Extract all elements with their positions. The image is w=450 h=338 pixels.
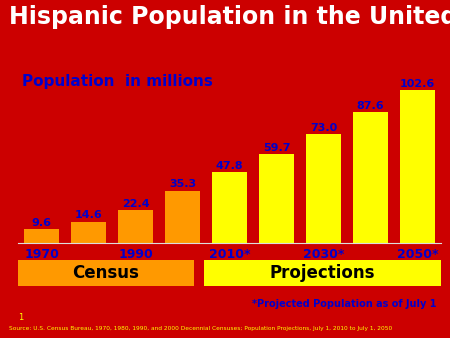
Text: Census: Census — [72, 264, 139, 282]
Text: 102.6: 102.6 — [400, 79, 435, 89]
Bar — [18, 260, 194, 286]
Text: Hispanic Population in the United: Hispanic Population in the United — [9, 5, 450, 29]
Text: 22.4: 22.4 — [122, 199, 149, 209]
Text: Population  in millions: Population in millions — [22, 74, 213, 89]
Bar — [204, 260, 441, 286]
Bar — [71, 221, 106, 243]
Text: 73.0: 73.0 — [310, 123, 337, 133]
Text: Projections: Projections — [270, 264, 375, 282]
Bar — [118, 210, 153, 243]
Text: 35.3: 35.3 — [169, 179, 196, 189]
Bar — [212, 172, 247, 243]
Bar — [165, 191, 200, 243]
Text: Source: U.S. Census Bureau, 1970, 1980, 1990, and 2000 Decennial Censuses; Popul: Source: U.S. Census Bureau, 1970, 1980, … — [9, 326, 392, 331]
Text: 59.7: 59.7 — [263, 143, 290, 153]
Bar — [306, 134, 341, 243]
Text: 9.6: 9.6 — [32, 218, 51, 228]
Bar — [400, 90, 435, 243]
Bar — [353, 112, 388, 243]
Bar — [24, 229, 59, 243]
Text: 47.8: 47.8 — [216, 161, 243, 171]
Text: 1: 1 — [18, 313, 23, 322]
Text: 87.6: 87.6 — [357, 101, 384, 111]
Text: 14.6: 14.6 — [75, 210, 103, 220]
Bar — [259, 154, 294, 243]
Text: *Projected Population as of July 1: *Projected Population as of July 1 — [252, 299, 436, 309]
